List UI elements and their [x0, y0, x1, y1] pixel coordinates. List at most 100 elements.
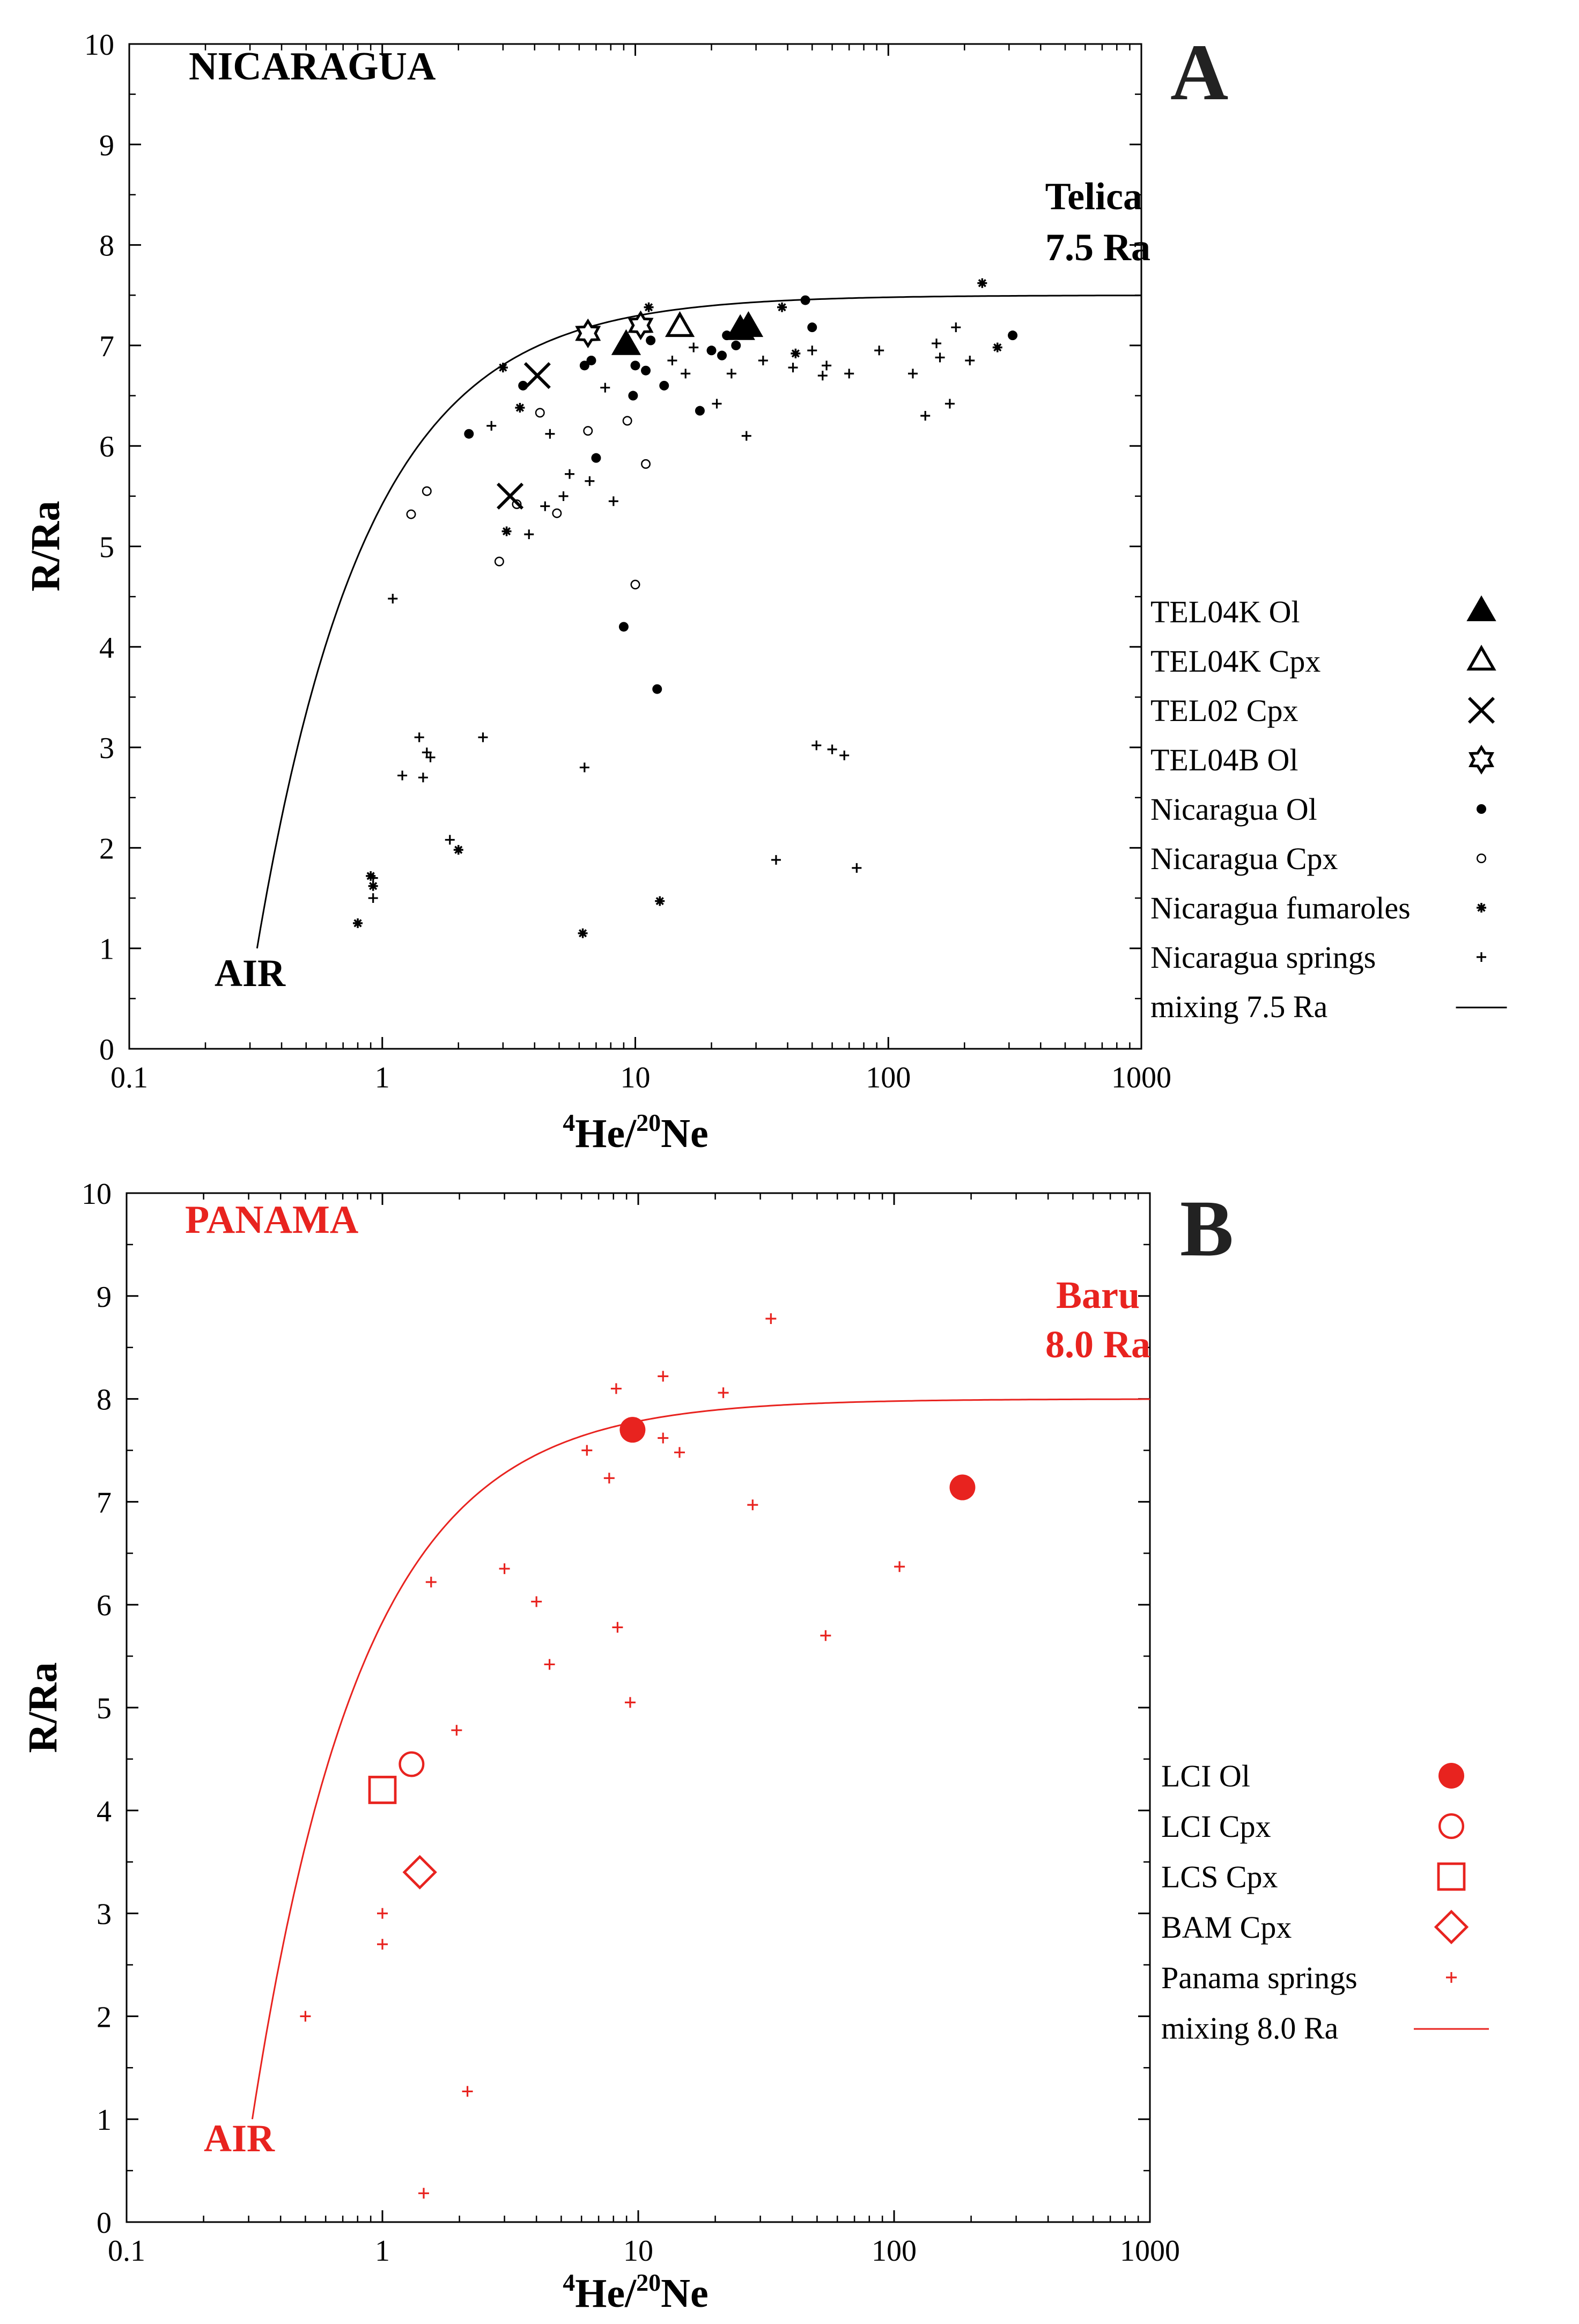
point-nicaragua-ol — [630, 361, 640, 371]
point-nicaragua-springs — [689, 342, 699, 352]
point-nicaragua-cpx — [406, 509, 416, 519]
point-nicaragua-ol — [695, 406, 705, 416]
x-label-sup1-a: 4 — [563, 1109, 575, 1136]
point-panama-springs — [624, 1697, 636, 1708]
legend-marker-panama-springs — [1446, 1972, 1457, 1983]
y-tick-label: 8 — [99, 230, 114, 263]
point-panama-springs — [747, 1499, 758, 1511]
y-tick-label: 3 — [97, 1898, 112, 1931]
legend-label-lci-cpx: LCI Cpx — [1161, 1809, 1271, 1844]
point-panama-springs — [765, 1313, 777, 1324]
point-nicaragua-fumaroles — [977, 278, 987, 288]
legend-marker-lci-ol — [1438, 1763, 1464, 1789]
point-nicaragua-springs — [422, 747, 432, 757]
point-nicaragua-springs — [712, 399, 722, 409]
x-tick-label: 10 — [621, 1061, 651, 1094]
point-nicaragua-ol — [1008, 330, 1018, 341]
legend-label-mixing-7-5-ra: mixing 7.5 Ra — [1150, 989, 1327, 1024]
point-nicaragua-fumaroles — [453, 845, 463, 855]
legend-marker-tel02-cpx — [1467, 696, 1495, 724]
x-label-part2-b: Ne — [661, 2271, 709, 2316]
point-nicaragua-springs — [945, 399, 955, 409]
y-tick-label: 7 — [97, 1486, 112, 1519]
point-nicaragua-fumaroles — [655, 896, 665, 906]
point-panama-springs — [612, 1622, 623, 1633]
point-panama-springs — [377, 1908, 388, 1919]
series-tel04b-ol — [575, 310, 654, 349]
point-nicaragua-springs — [418, 773, 428, 783]
point-bam-cpx — [402, 1855, 437, 1890]
endmember-name-b: Baru — [1056, 1274, 1140, 1317]
point-nicaragua-springs — [397, 770, 408, 781]
panel-a-nicaragua: 0 1 2 3 4 5 6 7 8 9 10 0.1 1 10 100 1000 NICARAGUA A Te… — [23, 28, 1507, 1156]
series-lcs-cpx — [368, 1776, 397, 1804]
legend-marker-nicaragua-fumaroles — [1477, 903, 1486, 913]
x-label-part1-a: He/ — [575, 1111, 637, 1156]
region-label-a: NICARAGUA — [189, 45, 436, 89]
point-tel04k-ol — [733, 311, 764, 337]
y-tick-label: 10 — [84, 28, 114, 62]
x-label-part1-b: He/ — [575, 2271, 637, 2316]
legend-marker-lcs-cpx — [1437, 1862, 1466, 1891]
point-nicaragua-fumaroles — [791, 348, 801, 358]
point-nicaragua-cpx — [552, 508, 562, 518]
series-nicaragua-springs — [368, 322, 975, 903]
y-axis-label-a: R/Ra — [23, 501, 68, 592]
point-nicaragua-springs — [565, 469, 575, 479]
y-tick-label: 4 — [97, 1795, 112, 1828]
point-tel02-cpx — [497, 482, 524, 510]
legend-a: TEL04K Ol TEL04K Cpx TEL02 Cpx TEL04B Ol Nic… — [1150, 594, 1507, 1024]
point-panama-springs — [581, 1445, 593, 1456]
y-axis-label-b: R/Ra — [20, 1663, 65, 1753]
series-tel02-cpx — [497, 362, 551, 510]
y-tick-label: 8 — [97, 1384, 112, 1417]
y-tick-label: 6 — [97, 1589, 112, 1622]
point-panama-springs — [658, 1371, 669, 1382]
point-tel04k-ol — [611, 329, 641, 355]
legend-label-nicaragua-ol: Nicaragua Ol — [1150, 792, 1317, 827]
panel-letter-a: A — [1170, 28, 1228, 117]
point-nicaragua-fumaroles — [368, 881, 378, 891]
point-nicaragua-cpx — [622, 416, 632, 426]
point-nicaragua-cpx — [494, 556, 504, 567]
point-nicaragua-fumaroles — [366, 871, 376, 881]
mixing-curve-a — [256, 295, 1142, 948]
x-label-sup2-a: 20 — [636, 1109, 661, 1136]
point-lcs-cpx — [368, 1776, 397, 1804]
point-lci-ol — [619, 1417, 646, 1443]
x-tick-label: 1000 — [1111, 1061, 1171, 1094]
point-nicaragua-ol — [717, 350, 727, 361]
point-nicaragua-fumaroles — [501, 526, 512, 536]
region-label-b: PANAMA — [185, 1198, 358, 1242]
legend-label-lcs-cpx: LCS Cpx — [1161, 1859, 1278, 1894]
endmember-ratio-a: 7.5 Ra — [1045, 226, 1150, 269]
point-nicaragua-fumaroles — [353, 918, 363, 928]
tick-labels-a: 0 1 2 3 4 5 6 7 8 9 10 0.1 1 10 100 1000 — [84, 28, 1171, 1094]
point-panama-springs — [544, 1659, 555, 1670]
y-tick-label: 7 — [99, 330, 114, 363]
point-panama-springs — [425, 1577, 437, 1587]
y-tick-label: 0 — [97, 2207, 112, 2240]
y-tick-label: 10 — [82, 1178, 112, 1211]
series-lci-ol — [619, 1417, 976, 1501]
point-nicaragua-springs — [478, 732, 488, 742]
y-tick-label: 9 — [99, 129, 114, 162]
legend-marker-tel04k-cpx — [1466, 644, 1496, 671]
x-tick-label: 10 — [623, 2234, 653, 2268]
point-panama-springs — [894, 1561, 905, 1572]
point-panama-springs — [531, 1596, 542, 1607]
point-nicaragua-springs — [414, 732, 424, 742]
point-nicaragua-cpx — [630, 579, 640, 590]
point-tel04b-ol — [575, 318, 601, 349]
point-nicaragua-springs — [839, 751, 850, 761]
point-nicaragua-springs — [726, 369, 736, 379]
point-nicaragua-ol — [646, 335, 656, 345]
point-panama-springs — [462, 2086, 473, 2097]
point-nicaragua-springs — [368, 893, 378, 903]
point-nicaragua-springs — [844, 369, 854, 379]
x-tick-label: 1 — [375, 1061, 390, 1094]
series-tel04k-ol — [611, 311, 764, 355]
point-nicaragua-springs — [932, 339, 942, 349]
legend-label-panama-springs: Panama springs — [1161, 1960, 1357, 1995]
x-label-part2-a: Ne — [661, 1111, 709, 1156]
